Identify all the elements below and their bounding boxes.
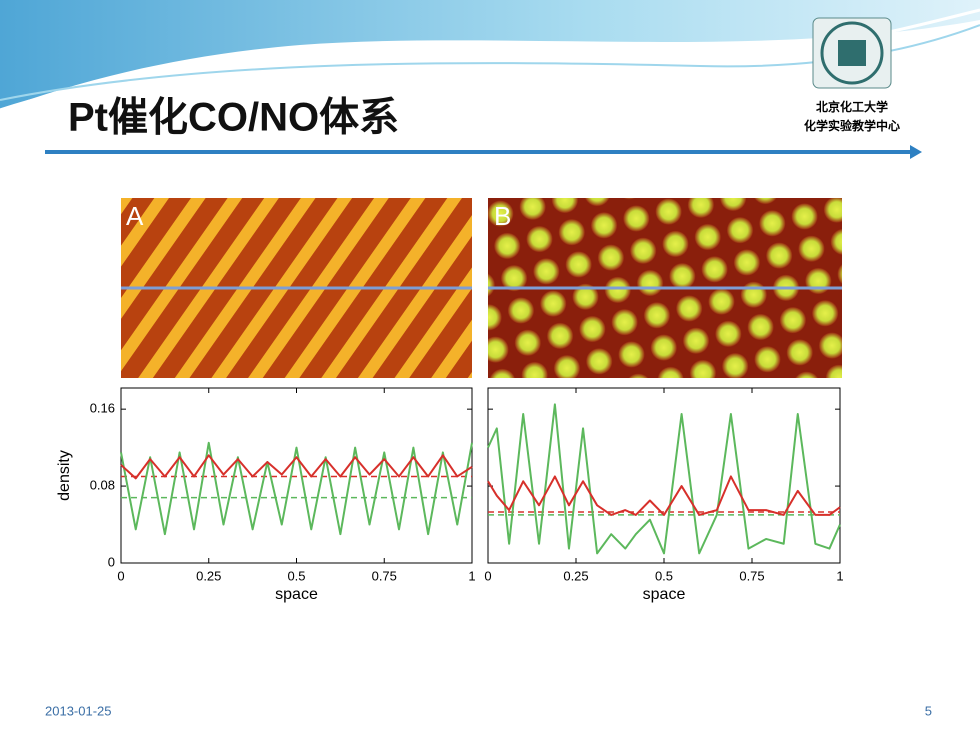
title-arrow bbox=[910, 145, 922, 159]
header-swoosh bbox=[0, 24, 980, 101]
x-tick-label: 1 bbox=[468, 568, 475, 583]
y-tick-label: 0 bbox=[108, 554, 115, 569]
data-line bbox=[487, 475, 841, 516]
x-tick-label: 0.25 bbox=[196, 568, 221, 583]
slide-number: 5 bbox=[925, 703, 932, 718]
data-line bbox=[120, 454, 473, 480]
header-wave bbox=[0, 0, 980, 110]
slide-title: Pt催化CO/NO体系 bbox=[68, 96, 399, 140]
x-tick-label: 1 bbox=[836, 568, 843, 583]
x-tick-label: 0.25 bbox=[563, 568, 588, 583]
logo-line: 化学实验教学中心 bbox=[804, 118, 900, 133]
logo-ring bbox=[820, 21, 884, 85]
panel-label: A bbox=[126, 201, 144, 231]
x-axis-label: space bbox=[275, 586, 318, 603]
logo-building bbox=[838, 40, 866, 66]
logo-line: 北京化工大学 bbox=[816, 99, 888, 114]
slide-date: 2013-01-25 bbox=[45, 703, 112, 718]
x-tick-label: 0 bbox=[484, 568, 491, 583]
x-tick-label: 0.5 bbox=[287, 568, 305, 583]
x-tick-label: 0.5 bbox=[655, 568, 673, 583]
panel-label: B bbox=[494, 201, 511, 231]
y-axis-label: density bbox=[56, 450, 73, 501]
x-axis-label: space bbox=[643, 586, 686, 603]
data-line bbox=[487, 403, 841, 555]
y-tick-label: 0.16 bbox=[90, 401, 115, 416]
y-tick-label: 0.08 bbox=[90, 478, 115, 493]
x-tick-label: 0.75 bbox=[372, 568, 397, 583]
data-line bbox=[120, 441, 473, 536]
x-tick-label: 0 bbox=[117, 568, 124, 583]
x-tick-label: 0.75 bbox=[739, 568, 764, 583]
